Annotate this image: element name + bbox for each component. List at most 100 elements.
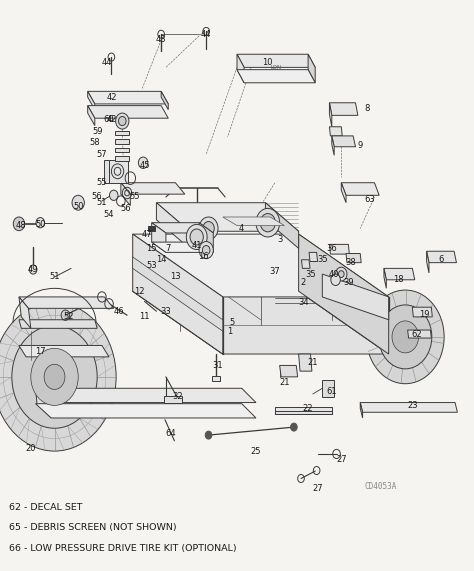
Polygon shape xyxy=(384,268,415,280)
Text: 16: 16 xyxy=(199,252,209,262)
Text: 22: 22 xyxy=(303,404,313,413)
Polygon shape xyxy=(341,183,346,203)
Polygon shape xyxy=(152,242,213,252)
Polygon shape xyxy=(133,234,389,297)
Circle shape xyxy=(109,190,118,200)
Polygon shape xyxy=(346,254,361,263)
Text: 4: 4 xyxy=(239,224,245,233)
Polygon shape xyxy=(237,70,315,83)
Circle shape xyxy=(392,321,419,353)
Text: 5: 5 xyxy=(229,318,235,327)
Bar xyxy=(115,156,129,161)
Polygon shape xyxy=(121,183,130,206)
Circle shape xyxy=(12,325,97,428)
Text: 35: 35 xyxy=(317,255,328,264)
Text: 57: 57 xyxy=(97,150,107,159)
Text: 42: 42 xyxy=(106,115,117,124)
Text: 62 - DECAL SET: 62 - DECAL SET xyxy=(9,502,83,512)
Text: 8: 8 xyxy=(365,104,370,113)
Polygon shape xyxy=(109,160,128,183)
Text: 47: 47 xyxy=(142,230,152,239)
Polygon shape xyxy=(104,160,109,183)
Text: 11: 11 xyxy=(139,312,150,321)
Polygon shape xyxy=(332,136,334,155)
Bar xyxy=(115,131,129,135)
Circle shape xyxy=(256,208,280,237)
Text: 66 - LOW PRESSURE DRIVE TIRE KIT (OPTIONAL): 66 - LOW PRESSURE DRIVE TIRE KIT (OPTION… xyxy=(9,544,237,553)
Polygon shape xyxy=(19,320,97,328)
Text: 48: 48 xyxy=(16,221,27,230)
Text: 45: 45 xyxy=(139,161,150,170)
Text: 43: 43 xyxy=(156,35,166,45)
Circle shape xyxy=(202,246,210,255)
Circle shape xyxy=(138,157,148,168)
Polygon shape xyxy=(133,234,223,354)
Polygon shape xyxy=(36,404,256,418)
Polygon shape xyxy=(237,54,315,67)
Bar xyxy=(275,411,332,414)
Text: 14: 14 xyxy=(156,255,166,264)
Polygon shape xyxy=(427,251,429,273)
Text: 1: 1 xyxy=(227,327,233,336)
Text: 62: 62 xyxy=(412,329,422,339)
Bar xyxy=(115,148,129,152)
Text: 36: 36 xyxy=(327,244,337,253)
Bar xyxy=(164,396,182,403)
Circle shape xyxy=(31,348,78,405)
Bar xyxy=(275,407,332,414)
Bar xyxy=(148,226,155,231)
Polygon shape xyxy=(332,136,356,147)
Polygon shape xyxy=(36,388,256,403)
Polygon shape xyxy=(19,297,114,308)
Text: LON: LON xyxy=(270,65,282,70)
Bar xyxy=(322,380,334,397)
Text: 53: 53 xyxy=(146,261,157,270)
Text: 15: 15 xyxy=(146,244,157,253)
Polygon shape xyxy=(19,297,31,328)
Circle shape xyxy=(29,265,37,274)
Polygon shape xyxy=(161,91,168,110)
Polygon shape xyxy=(88,106,95,126)
Circle shape xyxy=(36,218,45,228)
Text: 58: 58 xyxy=(90,138,100,147)
Polygon shape xyxy=(384,268,386,288)
Text: 32: 32 xyxy=(173,392,183,401)
Polygon shape xyxy=(299,354,312,371)
Polygon shape xyxy=(427,251,456,263)
Text: 51: 51 xyxy=(97,198,107,207)
Circle shape xyxy=(44,364,65,389)
Polygon shape xyxy=(308,54,315,83)
Circle shape xyxy=(260,214,275,232)
Text: 64: 64 xyxy=(165,429,176,439)
Text: 34: 34 xyxy=(298,298,309,307)
Text: 2: 2 xyxy=(301,278,306,287)
Polygon shape xyxy=(309,252,318,262)
Text: 23: 23 xyxy=(407,401,418,410)
Text: 17: 17 xyxy=(35,347,46,356)
Circle shape xyxy=(0,303,116,451)
Polygon shape xyxy=(280,365,298,377)
Polygon shape xyxy=(156,203,190,248)
Text: 65 - DEBRIS SCREEN (NOT SHOWN): 65 - DEBRIS SCREEN (NOT SHOWN) xyxy=(9,523,177,532)
Circle shape xyxy=(13,217,25,231)
Circle shape xyxy=(331,274,340,286)
Text: 51: 51 xyxy=(49,272,60,282)
Circle shape xyxy=(199,242,213,259)
Polygon shape xyxy=(121,183,185,194)
Text: 18: 18 xyxy=(393,275,403,284)
Polygon shape xyxy=(299,234,389,354)
Text: 19: 19 xyxy=(419,309,429,319)
Polygon shape xyxy=(329,103,358,115)
Polygon shape xyxy=(133,291,389,354)
Circle shape xyxy=(379,305,432,369)
Polygon shape xyxy=(322,274,389,320)
Bar xyxy=(212,376,220,381)
Text: 59: 59 xyxy=(92,127,102,136)
Polygon shape xyxy=(329,244,349,254)
Text: 40: 40 xyxy=(329,270,339,279)
Polygon shape xyxy=(88,91,168,104)
Bar xyxy=(115,139,129,144)
Text: 25: 25 xyxy=(251,447,261,456)
Polygon shape xyxy=(88,91,95,110)
Text: 56: 56 xyxy=(120,204,131,213)
